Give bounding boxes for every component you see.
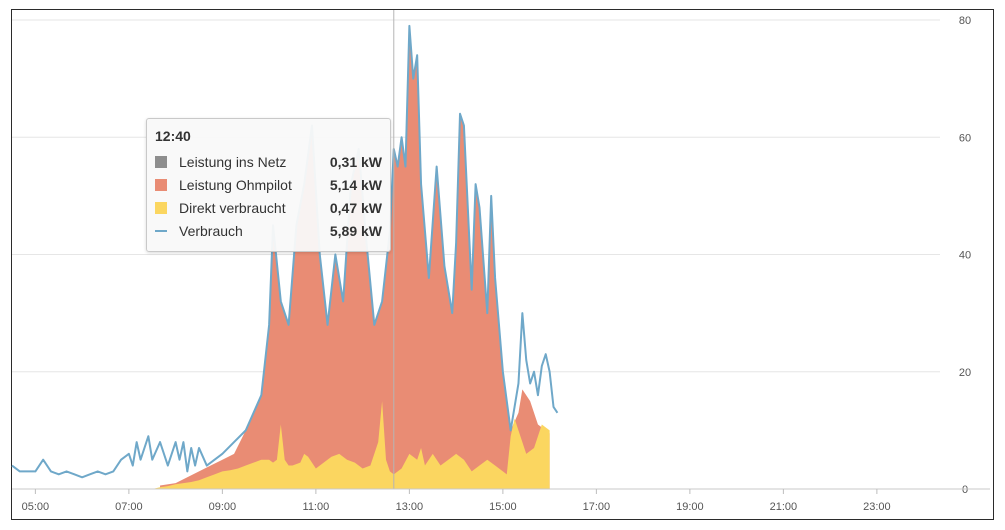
tooltip-time: 12:40	[155, 128, 191, 144]
legend-swatch-direkt	[155, 201, 167, 214]
x-tick-label: 13:00	[396, 501, 424, 513]
chart-tooltip: 12:40 Leistung ins Netz 0,31 kW Leistung…	[146, 118, 391, 252]
tooltip-row-verbrauch: Verbrauch 5,89 kW	[155, 219, 382, 242]
tooltip-row-direkt: Direkt verbraucht 0,47 kW	[155, 196, 382, 219]
legend-swatch-ohmpilot	[155, 178, 167, 191]
tooltip-row-ohmpilot: Leistung Ohmpilot 5,14 kW	[155, 173, 382, 196]
tooltip-label: Leistung Ohmpilot	[179, 176, 292, 193]
y-tick-label: 0	[962, 484, 968, 496]
x-tick-label: 07:00	[115, 501, 143, 513]
x-tick-label: 19:00	[676, 501, 704, 513]
tooltip-value: 5,14 kW	[329, 176, 382, 193]
x-tick-label: 17:00	[583, 501, 611, 513]
area-direkt-verbraucht	[128, 401, 550, 489]
x-tick-label: 21:00	[770, 501, 798, 513]
x-tick-label: 09:00	[209, 501, 237, 513]
x-tick-label: 05:00	[22, 501, 50, 513]
tooltip-row-netz: Leistung ins Netz 0,31 kW	[155, 150, 382, 173]
y-tick-label: 80	[959, 15, 971, 27]
legend-line-verbrauch	[155, 229, 167, 232]
tooltip-value: 0,31 kW	[329, 153, 382, 170]
area-leistung-ohmpilot	[160, 25, 550, 490]
x-tick-label: 23:00	[863, 501, 891, 513]
tooltip-label: Verbrauch	[179, 222, 243, 239]
legend-swatch-netz	[155, 155, 167, 168]
y-tick-label: 20	[959, 367, 971, 379]
x-tick-label: 11:00	[303, 501, 330, 513]
x-tick-label: 15:00	[489, 501, 517, 513]
tooltip-label: Direkt verbraucht	[179, 199, 286, 216]
y-tick-label: 60	[959, 132, 971, 144]
tooltip-value: 5,89 kW	[329, 222, 382, 239]
tooltip-value: 0,47 kW	[329, 199, 382, 216]
tooltip-label: Leistung ins Netz	[179, 153, 287, 170]
y-tick-label: 40	[959, 250, 971, 262]
